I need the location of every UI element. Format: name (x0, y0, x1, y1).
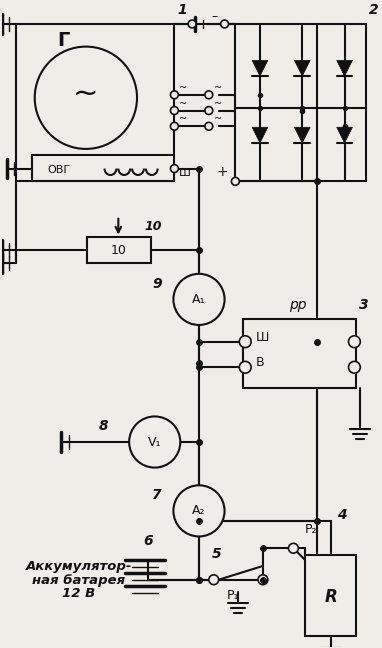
Circle shape (170, 91, 178, 98)
Circle shape (170, 107, 178, 115)
Text: 8: 8 (99, 419, 108, 434)
Polygon shape (295, 127, 310, 143)
Text: 9: 9 (152, 277, 162, 290)
Text: А₁: А₁ (192, 293, 206, 306)
Text: –: – (212, 10, 218, 23)
Text: 7: 7 (152, 488, 162, 502)
Circle shape (205, 91, 213, 98)
Text: 12 В: 12 В (62, 588, 96, 601)
Circle shape (173, 274, 225, 325)
Text: ОВГ: ОВГ (48, 165, 71, 174)
Circle shape (209, 575, 219, 584)
Text: Аккумулятор-: Аккумулятор- (26, 560, 132, 573)
Polygon shape (337, 60, 353, 76)
Text: рр: рр (288, 298, 306, 312)
Text: ~: ~ (179, 98, 188, 109)
Bar (305, 555, 356, 636)
Text: ~: ~ (214, 98, 222, 109)
Text: 2: 2 (369, 3, 379, 17)
Text: Ш: Ш (256, 330, 269, 343)
Text: R: R (324, 588, 337, 607)
Text: 1: 1 (177, 3, 187, 17)
Polygon shape (252, 60, 268, 76)
Text: А₂: А₂ (192, 504, 206, 517)
Text: 5: 5 (212, 547, 222, 561)
Text: Г: Г (57, 31, 70, 50)
Text: V₁: V₁ (148, 435, 162, 448)
Text: ~: ~ (179, 83, 188, 93)
Circle shape (188, 20, 196, 28)
Bar (243, 319, 356, 388)
Text: 3: 3 (359, 298, 369, 312)
Bar (87, 237, 151, 263)
Text: 10: 10 (110, 244, 126, 257)
Circle shape (258, 575, 268, 584)
Circle shape (129, 417, 180, 468)
Text: В: В (256, 356, 265, 369)
Circle shape (205, 107, 213, 115)
Text: P₂: P₂ (305, 522, 317, 535)
Circle shape (231, 178, 239, 185)
Circle shape (288, 543, 298, 553)
Text: ~: ~ (73, 79, 99, 108)
Text: 10: 10 (145, 220, 162, 233)
Polygon shape (337, 127, 353, 143)
Text: Ш: Ш (179, 168, 191, 178)
Circle shape (173, 485, 225, 537)
Circle shape (170, 122, 178, 130)
Text: ~: ~ (214, 114, 222, 124)
Text: ная батарея: ная батарея (32, 573, 126, 586)
Circle shape (348, 362, 360, 373)
Polygon shape (295, 60, 310, 76)
Text: ~: ~ (214, 83, 222, 93)
Circle shape (239, 362, 251, 373)
Circle shape (170, 165, 178, 172)
Circle shape (205, 122, 213, 130)
Polygon shape (252, 127, 268, 143)
Text: P₁: P₁ (227, 590, 240, 603)
Text: +: + (217, 165, 228, 179)
Text: 6: 6 (143, 535, 153, 548)
Circle shape (348, 336, 360, 347)
Text: 4: 4 (337, 508, 346, 522)
Text: ~: ~ (179, 114, 188, 124)
Circle shape (239, 336, 251, 347)
Circle shape (35, 47, 137, 149)
Circle shape (221, 20, 228, 28)
